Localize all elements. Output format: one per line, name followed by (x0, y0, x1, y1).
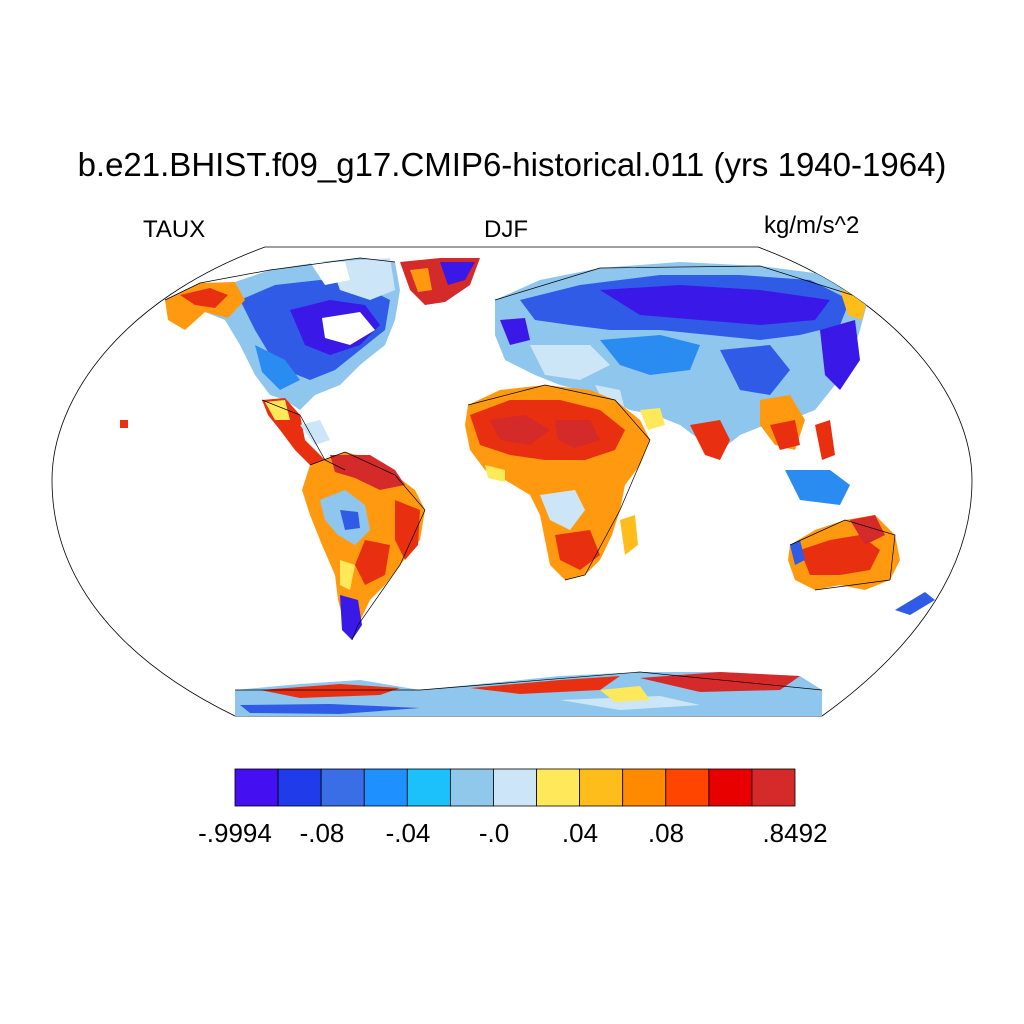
season-label: DJF (484, 216, 528, 243)
colorbar-box (320, 768, 365, 807)
colorbar-box (536, 768, 581, 807)
colorbar-tick-label: .04 (561, 818, 599, 848)
colorbar-box (234, 768, 279, 807)
colorbar-box (449, 768, 494, 807)
colorbar-tick-label: -.04 (385, 818, 431, 848)
colorbar-box (406, 768, 451, 807)
colorbar-box (363, 768, 408, 807)
south-america-region (302, 452, 425, 640)
australia-region (788, 515, 935, 615)
variable-label: TAUX (143, 216, 206, 243)
colorbar-tick-label: -.0 (478, 818, 510, 848)
colorbar-box (622, 768, 667, 807)
colorbar (234, 768, 796, 807)
colorbar-box (665, 768, 710, 807)
colorbar-box (579, 768, 624, 807)
colorbar-tick-label: .08 (647, 818, 685, 848)
africa-region (465, 385, 650, 580)
colorbar-box (493, 768, 537, 807)
north-america-region (120, 258, 480, 478)
colorbar-box (708, 768, 753, 807)
units-label: kg/m/s^2 (764, 212, 860, 239)
eurasia-region (495, 262, 868, 505)
coastlines (164, 257, 896, 691)
colorbar-tick-label: .8492 (762, 818, 828, 848)
colorbar-tick-label: -.9994 (198, 818, 272, 848)
map-title: b.e21.BHIST.f09_g17.CMIP6-historical.011… (77, 146, 947, 183)
colorbar-tick-label: -.08 (299, 818, 345, 848)
colorbar-box (277, 768, 322, 807)
colorbar-box (751, 768, 796, 807)
antarctica-region (235, 672, 822, 716)
